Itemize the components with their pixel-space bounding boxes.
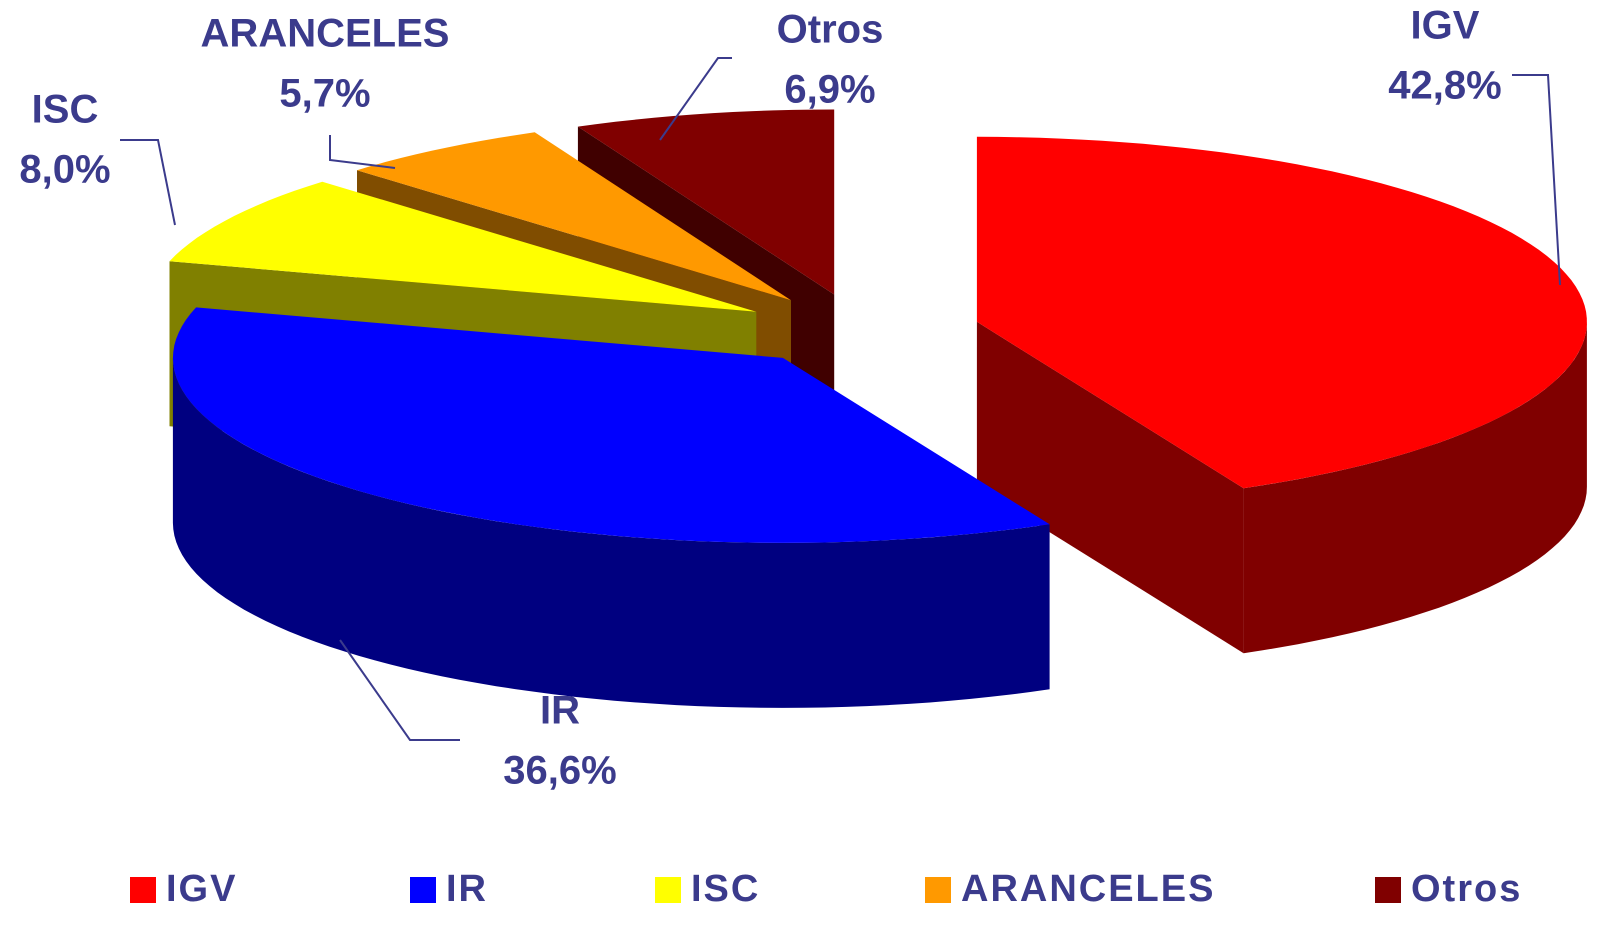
slice-value-label: 8,0% [19, 148, 110, 192]
leader-line [1512, 74, 1561, 286]
slice [172, 307, 1050, 543]
slice-label: Otros [777, 8, 884, 52]
slice-value-label: 5,7% [279, 72, 370, 116]
slice-wall [172, 357, 1050, 708]
slice-value-label: 6,9% [784, 68, 875, 112]
legend-label: Otros [1411, 868, 1522, 910]
slice-label: ARANCELES [201, 12, 450, 56]
slice-value-label: 42,8% [1388, 64, 1501, 108]
legend-swatch [655, 877, 681, 903]
leader-line [659, 57, 732, 141]
legend-label: IGV [166, 868, 237, 910]
slice [169, 181, 757, 312]
leader-line [120, 139, 176, 226]
legend-label: ISC [691, 868, 760, 910]
slice-side [976, 321, 1244, 654]
slice [577, 109, 835, 295]
slice-wall [1243, 321, 1587, 654]
slice [357, 132, 791, 301]
slice-label: IGV [1411, 4, 1480, 48]
legend-label: ARANCELES [961, 868, 1215, 910]
slice [976, 136, 1587, 489]
legend-label: IR [446, 868, 488, 910]
legend-swatch [1375, 877, 1401, 903]
slice-label: ISC [32, 88, 99, 132]
legend-swatch [130, 877, 156, 903]
slice-label: IR [540, 689, 580, 733]
legend-swatch [925, 877, 951, 903]
slice-value-label: 36,6% [503, 749, 616, 793]
legend-swatch [410, 877, 436, 903]
leader-line [329, 135, 396, 169]
leader-line [339, 639, 460, 741]
